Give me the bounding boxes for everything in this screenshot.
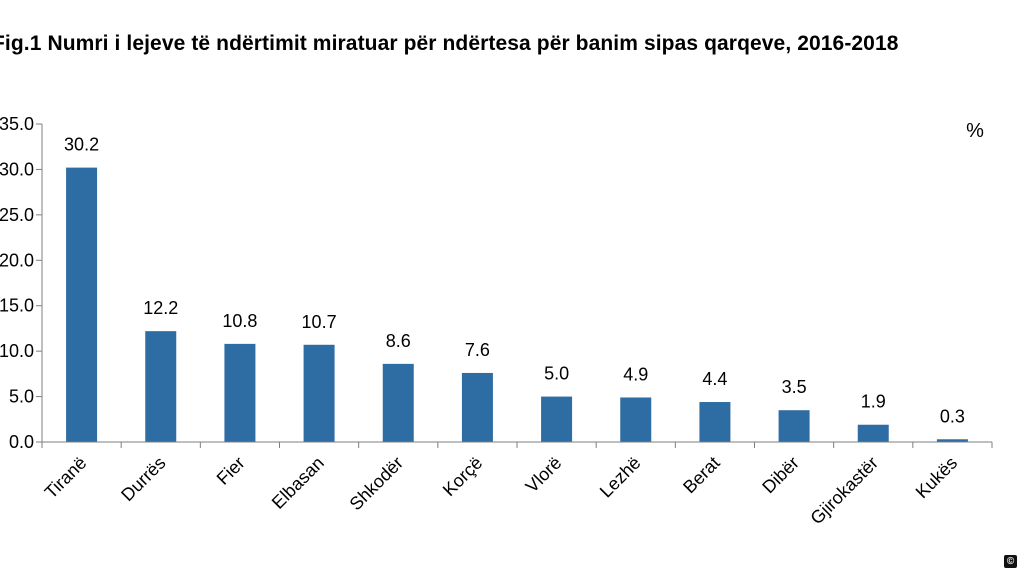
value-label: 8.6 bbox=[386, 331, 411, 351]
value-label: 30.2 bbox=[64, 135, 99, 155]
y-tick-label: 20.0 bbox=[0, 250, 34, 270]
y-axis: 0.0 5.0 10.0 15.0 20.0 25.0 30.0 35.0 bbox=[0, 114, 43, 452]
value-label: 10.8 bbox=[222, 311, 257, 331]
bar-shkodër bbox=[382, 363, 414, 442]
y-tick-label: 0.0 bbox=[9, 432, 34, 452]
value-label: 7.6 bbox=[465, 340, 490, 360]
value-label: 10.7 bbox=[302, 312, 337, 332]
bar-vlorë bbox=[541, 396, 573, 442]
bar-durrës bbox=[145, 331, 177, 442]
bar-elbasan bbox=[303, 344, 335, 442]
category-label: Korçë bbox=[439, 453, 486, 500]
bar-dibër bbox=[778, 410, 810, 442]
y-tick-label: 5.0 bbox=[9, 387, 34, 407]
category-label: Tiranë bbox=[41, 453, 91, 503]
value-label: 1.9 bbox=[861, 392, 886, 412]
value-label: 4.9 bbox=[623, 364, 648, 384]
category-label: Fier bbox=[213, 453, 249, 489]
bar-berat bbox=[699, 402, 731, 442]
y-tick-label: 35.0 bbox=[0, 114, 34, 134]
y-tick-label: 25.0 bbox=[0, 205, 34, 225]
value-label: 0.3 bbox=[940, 406, 965, 426]
bar-korçë bbox=[461, 372, 493, 442]
value-label: 4.4 bbox=[702, 369, 727, 389]
unit-label: % bbox=[966, 120, 984, 142]
bar-kukës bbox=[936, 439, 968, 442]
bar-gjirokastër bbox=[857, 424, 889, 442]
category-label: Dibër bbox=[758, 453, 803, 498]
category-label: Elbasan bbox=[268, 453, 328, 513]
y-tick-label: 15.0 bbox=[0, 296, 34, 316]
bar-fier bbox=[224, 343, 256, 442]
category-label: Kukës bbox=[912, 453, 962, 503]
category-label: Durrës bbox=[117, 453, 169, 505]
category-label: Berat bbox=[679, 453, 724, 498]
category-label: Vlorë bbox=[522, 453, 566, 497]
bar-tiranë bbox=[66, 167, 98, 442]
value-label: 5.0 bbox=[544, 364, 569, 384]
bars-group bbox=[66, 167, 968, 442]
chart-title: Fig.1 Numri i lejeve të ndërtimit miratu… bbox=[0, 32, 899, 55]
category-label: Shkodër bbox=[346, 453, 408, 515]
category-label: Lezhë bbox=[596, 453, 645, 502]
copyright-badge: © bbox=[1004, 555, 1017, 568]
x-axis: Tiranë Durrës Fier Elbasan Shkodër Korçë Vlorë… bbox=[41, 441, 993, 529]
bar-lezhë bbox=[620, 397, 652, 442]
value-labels-group: 30.2 12.2 10.8 10.7 8.6 7.6 5.0 4.9 4.4 3.5 1.9 0.3 bbox=[64, 135, 965, 427]
value-label: 3.5 bbox=[782, 377, 807, 397]
value-label: 12.2 bbox=[143, 298, 178, 318]
category-label: Gjirokastër bbox=[806, 453, 882, 529]
y-tick-label: 10.0 bbox=[0, 341, 34, 361]
y-tick-label: 30.0 bbox=[0, 159, 34, 179]
